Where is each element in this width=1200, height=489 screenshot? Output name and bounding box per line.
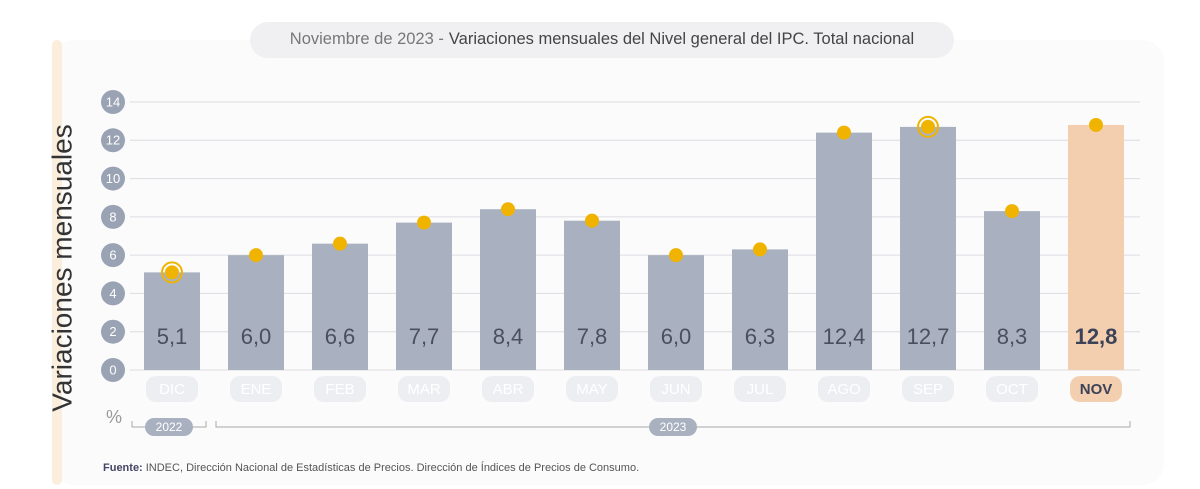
- x-tick-label: JUL: [747, 381, 774, 398]
- y-tick-label: 12: [106, 133, 120, 148]
- value-label: 12,7: [907, 324, 950, 349]
- x-tick-pill: [650, 376, 702, 402]
- marker: [753, 242, 767, 257]
- year-pill: [145, 418, 193, 436]
- value-label: 12,4: [823, 324, 866, 349]
- chart-title: Noviembre de 2023 - Variaciones mensuales…: [290, 30, 914, 48]
- y-tick-label: 4: [109, 286, 116, 301]
- value-label: 5,1: [157, 324, 188, 349]
- bar: [984, 211, 1040, 370]
- x-tick-pill: [146, 376, 198, 402]
- bar: [1068, 124, 1124, 370]
- x-tick-label: OCT: [996, 381, 1028, 398]
- source: Fuente: INDEC, Dirección Nacional de Esta…: [103, 461, 639, 474]
- source-label: Fuente:: [103, 462, 143, 474]
- x-tick-label: JUN: [661, 381, 690, 398]
- card-edge: [52, 40, 62, 485]
- x-tick-pill: [398, 376, 450, 402]
- marker: [165, 265, 179, 280]
- y-tick-badge: [101, 90, 125, 114]
- year-pill: [649, 418, 697, 436]
- x-tick-pill: [1070, 376, 1122, 402]
- marker: [249, 248, 263, 263]
- y-tick-label: 0: [109, 362, 116, 377]
- marker: [669, 248, 683, 263]
- y-tick-label: 10: [106, 171, 120, 186]
- y-tick-badge: [101, 281, 125, 306]
- y-tick-label: 8: [109, 209, 116, 224]
- x-tick-label: DIC: [159, 381, 185, 398]
- value-label: 8,3: [997, 324, 1028, 349]
- bar: [732, 249, 788, 370]
- y-tick-badge: [101, 319, 125, 344]
- year-label: 2022: [156, 420, 183, 434]
- y-tick-label: 14: [106, 94, 120, 109]
- y-tick-badge: [101, 243, 125, 268]
- value-label: 6,0: [661, 324, 692, 349]
- bar: [480, 209, 536, 370]
- x-tick-pill: [566, 376, 618, 402]
- x-tick-label: NOV: [1080, 381, 1113, 398]
- y-tick-badge: [101, 204, 125, 229]
- marker: [333, 236, 347, 251]
- year-label: 2023: [660, 420, 687, 434]
- bar: [900, 126, 956, 370]
- bar: [144, 272, 200, 370]
- marker-ring: [161, 261, 183, 284]
- x-tick-label: ENE: [241, 381, 272, 398]
- value-label: 7,7: [409, 324, 440, 349]
- marker: [585, 213, 599, 228]
- bar: [564, 220, 620, 370]
- value-label: 12,8: [1075, 324, 1118, 349]
- bar: [396, 222, 452, 370]
- x-tick-pill: [314, 376, 366, 402]
- x-tick-label: MAY: [576, 381, 607, 398]
- bar: [816, 132, 872, 370]
- marker: [921, 119, 935, 134]
- x-tick-label: MAR: [407, 381, 441, 398]
- value-label: 7,8: [577, 324, 608, 349]
- x-tick-pill: [734, 376, 786, 402]
- x-tick-pill: [818, 376, 870, 402]
- marker: [501, 202, 515, 217]
- source-text: INDEC, Dirección Nacional de Estadística…: [146, 461, 639, 474]
- marker: [417, 215, 431, 230]
- bar: [648, 255, 704, 370]
- x-tick-pill: [230, 376, 282, 402]
- y-tick-label: 2: [109, 324, 116, 339]
- y-tick-badge: [101, 166, 125, 191]
- x-tick-label: ABR: [493, 381, 524, 398]
- title-main: Variaciones mensuales del Nivel general …: [449, 30, 914, 48]
- x-tick-pill: [902, 376, 954, 402]
- marker: [1089, 117, 1103, 132]
- value-label: 6,0: [241, 324, 272, 349]
- title-pill: [250, 22, 954, 58]
- x-tick-label: AGO: [827, 381, 860, 398]
- y-tick-badge: [101, 128, 125, 153]
- value-label: 6,6: [325, 324, 356, 349]
- y-tick-label: 6: [109, 248, 116, 263]
- bar: [228, 255, 284, 370]
- x-tick-pill: [482, 376, 534, 402]
- x-tick-label: SEP: [913, 381, 943, 398]
- value-label: 8,4: [493, 324, 524, 349]
- y-tick-badge: [101, 358, 125, 382]
- bar: [312, 243, 368, 370]
- value-label: 6,3: [745, 324, 776, 349]
- x-tick-label: FEB: [325, 381, 354, 398]
- y-axis-label: Variaciones mensuales: [46, 124, 77, 411]
- marker-ring: [917, 115, 939, 138]
- title-prefix: Noviembre de 2023 -: [290, 30, 444, 48]
- marker: [1005, 204, 1019, 219]
- marker: [837, 125, 851, 140]
- x-tick-pill: [986, 376, 1038, 402]
- unit-label: %: [106, 407, 122, 427]
